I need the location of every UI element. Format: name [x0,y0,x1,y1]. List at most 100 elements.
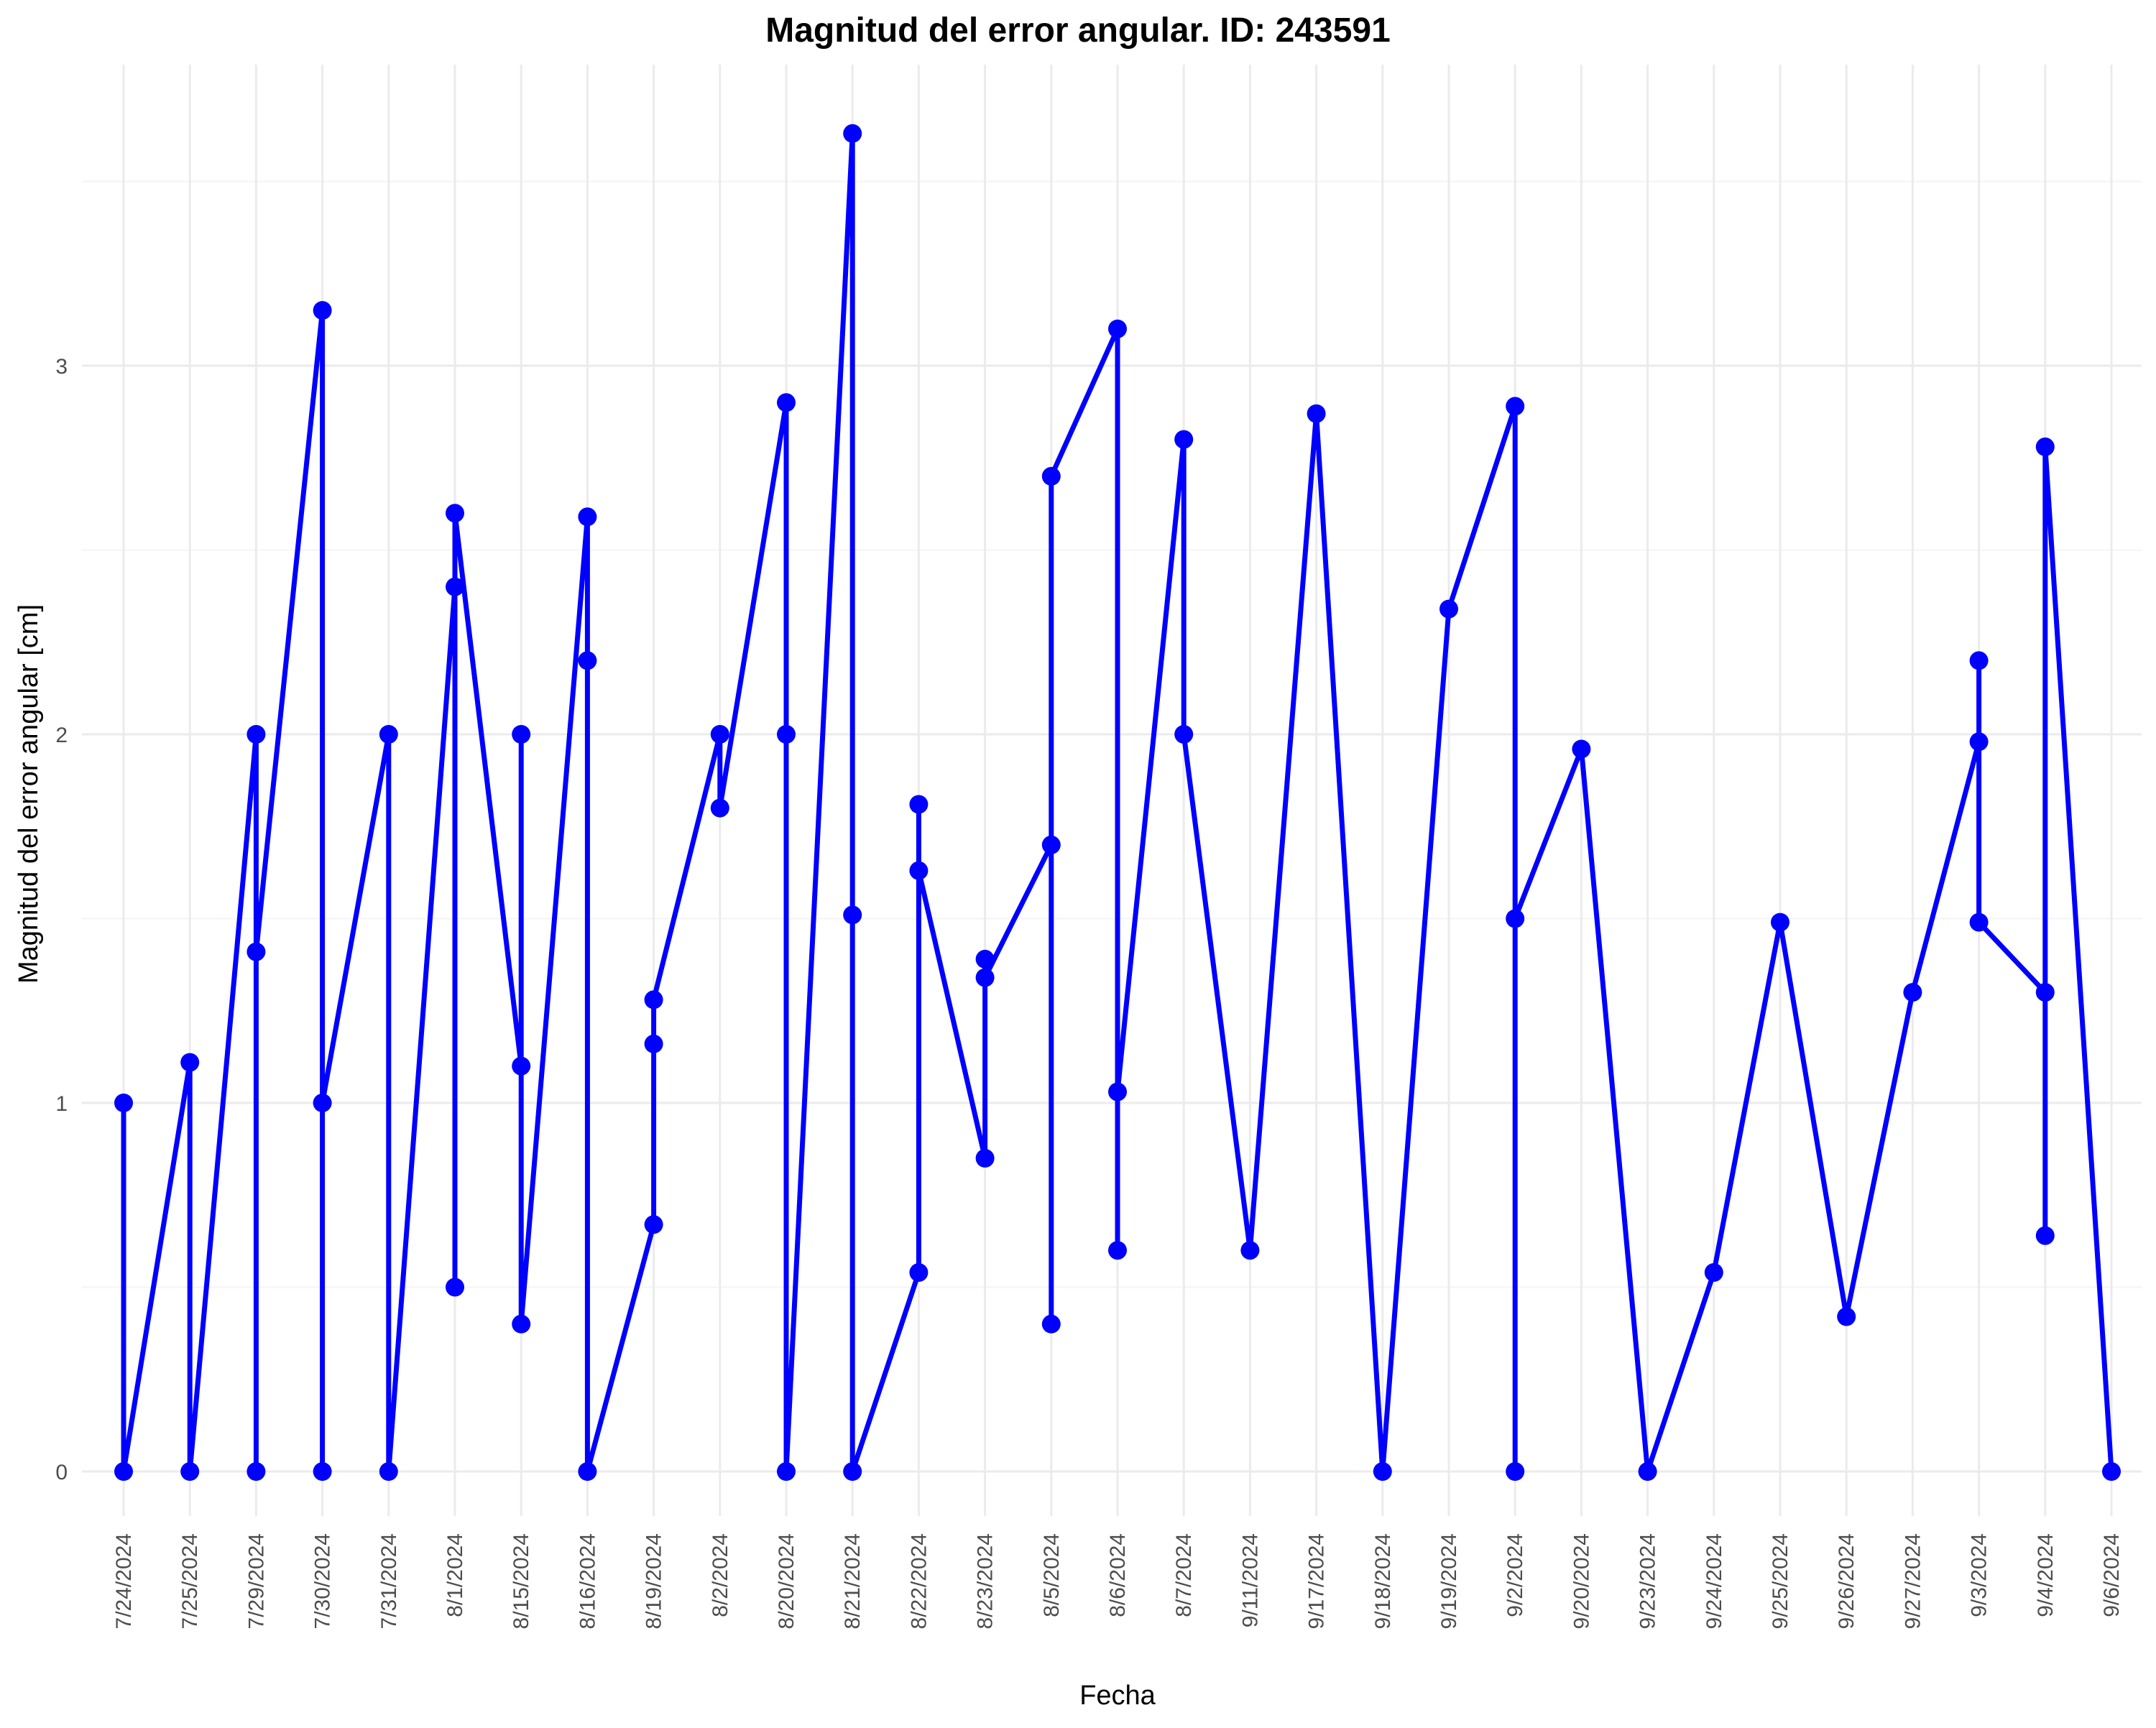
x-tick-label: 9/18/2024 [1371,1533,1395,1629]
data-point [909,861,929,880]
y-tick-label: 3 [55,355,68,379]
x-tick-label: 9/2/2024 [1503,1533,1527,1617]
data-point [644,1215,663,1234]
data-point [710,725,729,744]
x-tick-label: 8/15/2024 [510,1533,533,1629]
data-point [1174,725,1194,744]
data-point [247,942,266,961]
x-tick-label: 7/31/2024 [377,1533,401,1629]
x-tick-label: 8/16/2024 [576,1533,599,1629]
data-point [313,1462,332,1481]
y-axis-label: Magnitud del error angular [cm] [14,604,44,984]
data-point [1506,1462,1525,1481]
data-point [247,1462,266,1481]
data-point [1903,983,1922,1002]
x-tick-label: 9/19/2024 [1437,1533,1461,1629]
data-point [1638,1462,1657,1481]
data-point [512,1314,531,1334]
data-point [247,725,266,744]
data-point [843,905,862,925]
data-point [2035,1226,2055,1245]
x-tick-label: 8/20/2024 [775,1533,798,1629]
data-point [379,1462,398,1481]
data-point [180,1053,200,1072]
x-tick-label: 8/1/2024 [443,1533,467,1617]
data-point [909,1263,929,1282]
x-tick-label: 9/4/2024 [2034,1533,2058,1617]
data-point [777,393,796,412]
data-point [1041,835,1061,854]
data-point [777,1462,796,1481]
data-point [2035,983,2055,1002]
x-tick-label: 9/24/2024 [1703,1533,1726,1629]
data-point [1108,319,1127,338]
data-point [446,577,464,596]
y-tick-label: 2 [55,724,68,747]
x-tick-label: 9/20/2024 [1570,1533,1593,1629]
data-point [512,1056,531,1076]
data-point [843,1462,862,1481]
data-point [1969,912,1989,932]
y-tick-label: 0 [55,1461,68,1484]
x-tick-label: 7/29/2024 [244,1533,268,1629]
data-point [446,504,464,523]
data-point [1572,739,1591,759]
x-tick-label: 9/6/2024 [2100,1533,2124,1617]
data-point [1837,1307,1856,1326]
x-tick-label: 9/27/2024 [1901,1533,1925,1629]
data-point [1041,1314,1061,1334]
data-point [578,651,597,670]
x-tick-label: 8/23/2024 [974,1533,998,1629]
x-axis-label: Fecha [1079,1681,1156,1711]
data-point [2102,1462,2121,1481]
data-point [1506,909,1525,928]
data-point [180,1462,200,1481]
chart-title: Magnitud del error angular. ID: 243591 [765,11,1391,50]
data-point [313,1094,332,1112]
x-tick-label: 8/22/2024 [907,1533,931,1629]
data-point [644,1034,663,1053]
data-point [1307,404,1326,423]
x-tick-label: 7/24/2024 [112,1533,136,1629]
data-point [1108,1241,1127,1260]
data-point [909,795,929,814]
data-point [2035,437,2055,456]
data-point [1771,912,1789,932]
x-tick-label: 8/6/2024 [1106,1533,1130,1617]
x-tick-label: 9/17/2024 [1305,1533,1329,1629]
x-tick-label: 8/7/2024 [1172,1533,1196,1617]
data-point [710,798,729,818]
x-tick-label: 7/25/2024 [178,1533,202,1629]
data-point [578,1462,597,1481]
data-point [975,968,995,987]
data-point [1041,466,1061,486]
data-point [446,1277,464,1297]
data-point [1969,732,1989,752]
x-tick-label: 9/26/2024 [1835,1533,1858,1629]
data-point [1439,599,1458,619]
y-tick-label: 1 [55,1092,68,1116]
data-point [1240,1241,1260,1260]
data-point [1108,1082,1127,1101]
x-tick-label: 8/21/2024 [841,1533,865,1629]
data-point [379,725,398,744]
data-point [1704,1263,1723,1282]
data-point [1506,397,1525,416]
data-point [777,725,796,744]
data-point [313,301,332,320]
x-tick-label: 9/11/2024 [1238,1533,1262,1627]
data-point [1174,430,1194,449]
x-tick-label: 7/30/2024 [311,1533,335,1629]
x-tick-label: 9/3/2024 [1968,1533,1991,1617]
data-point [975,949,995,969]
data-point [578,507,597,527]
data-point [1373,1462,1392,1481]
data-point [843,124,862,143]
data-point [114,1094,133,1112]
x-tick-label: 9/25/2024 [1769,1533,1792,1629]
x-tick-label: 8/5/2024 [1040,1533,1064,1617]
x-tick-label: 8/2/2024 [709,1533,732,1617]
data-point [1969,651,1989,670]
